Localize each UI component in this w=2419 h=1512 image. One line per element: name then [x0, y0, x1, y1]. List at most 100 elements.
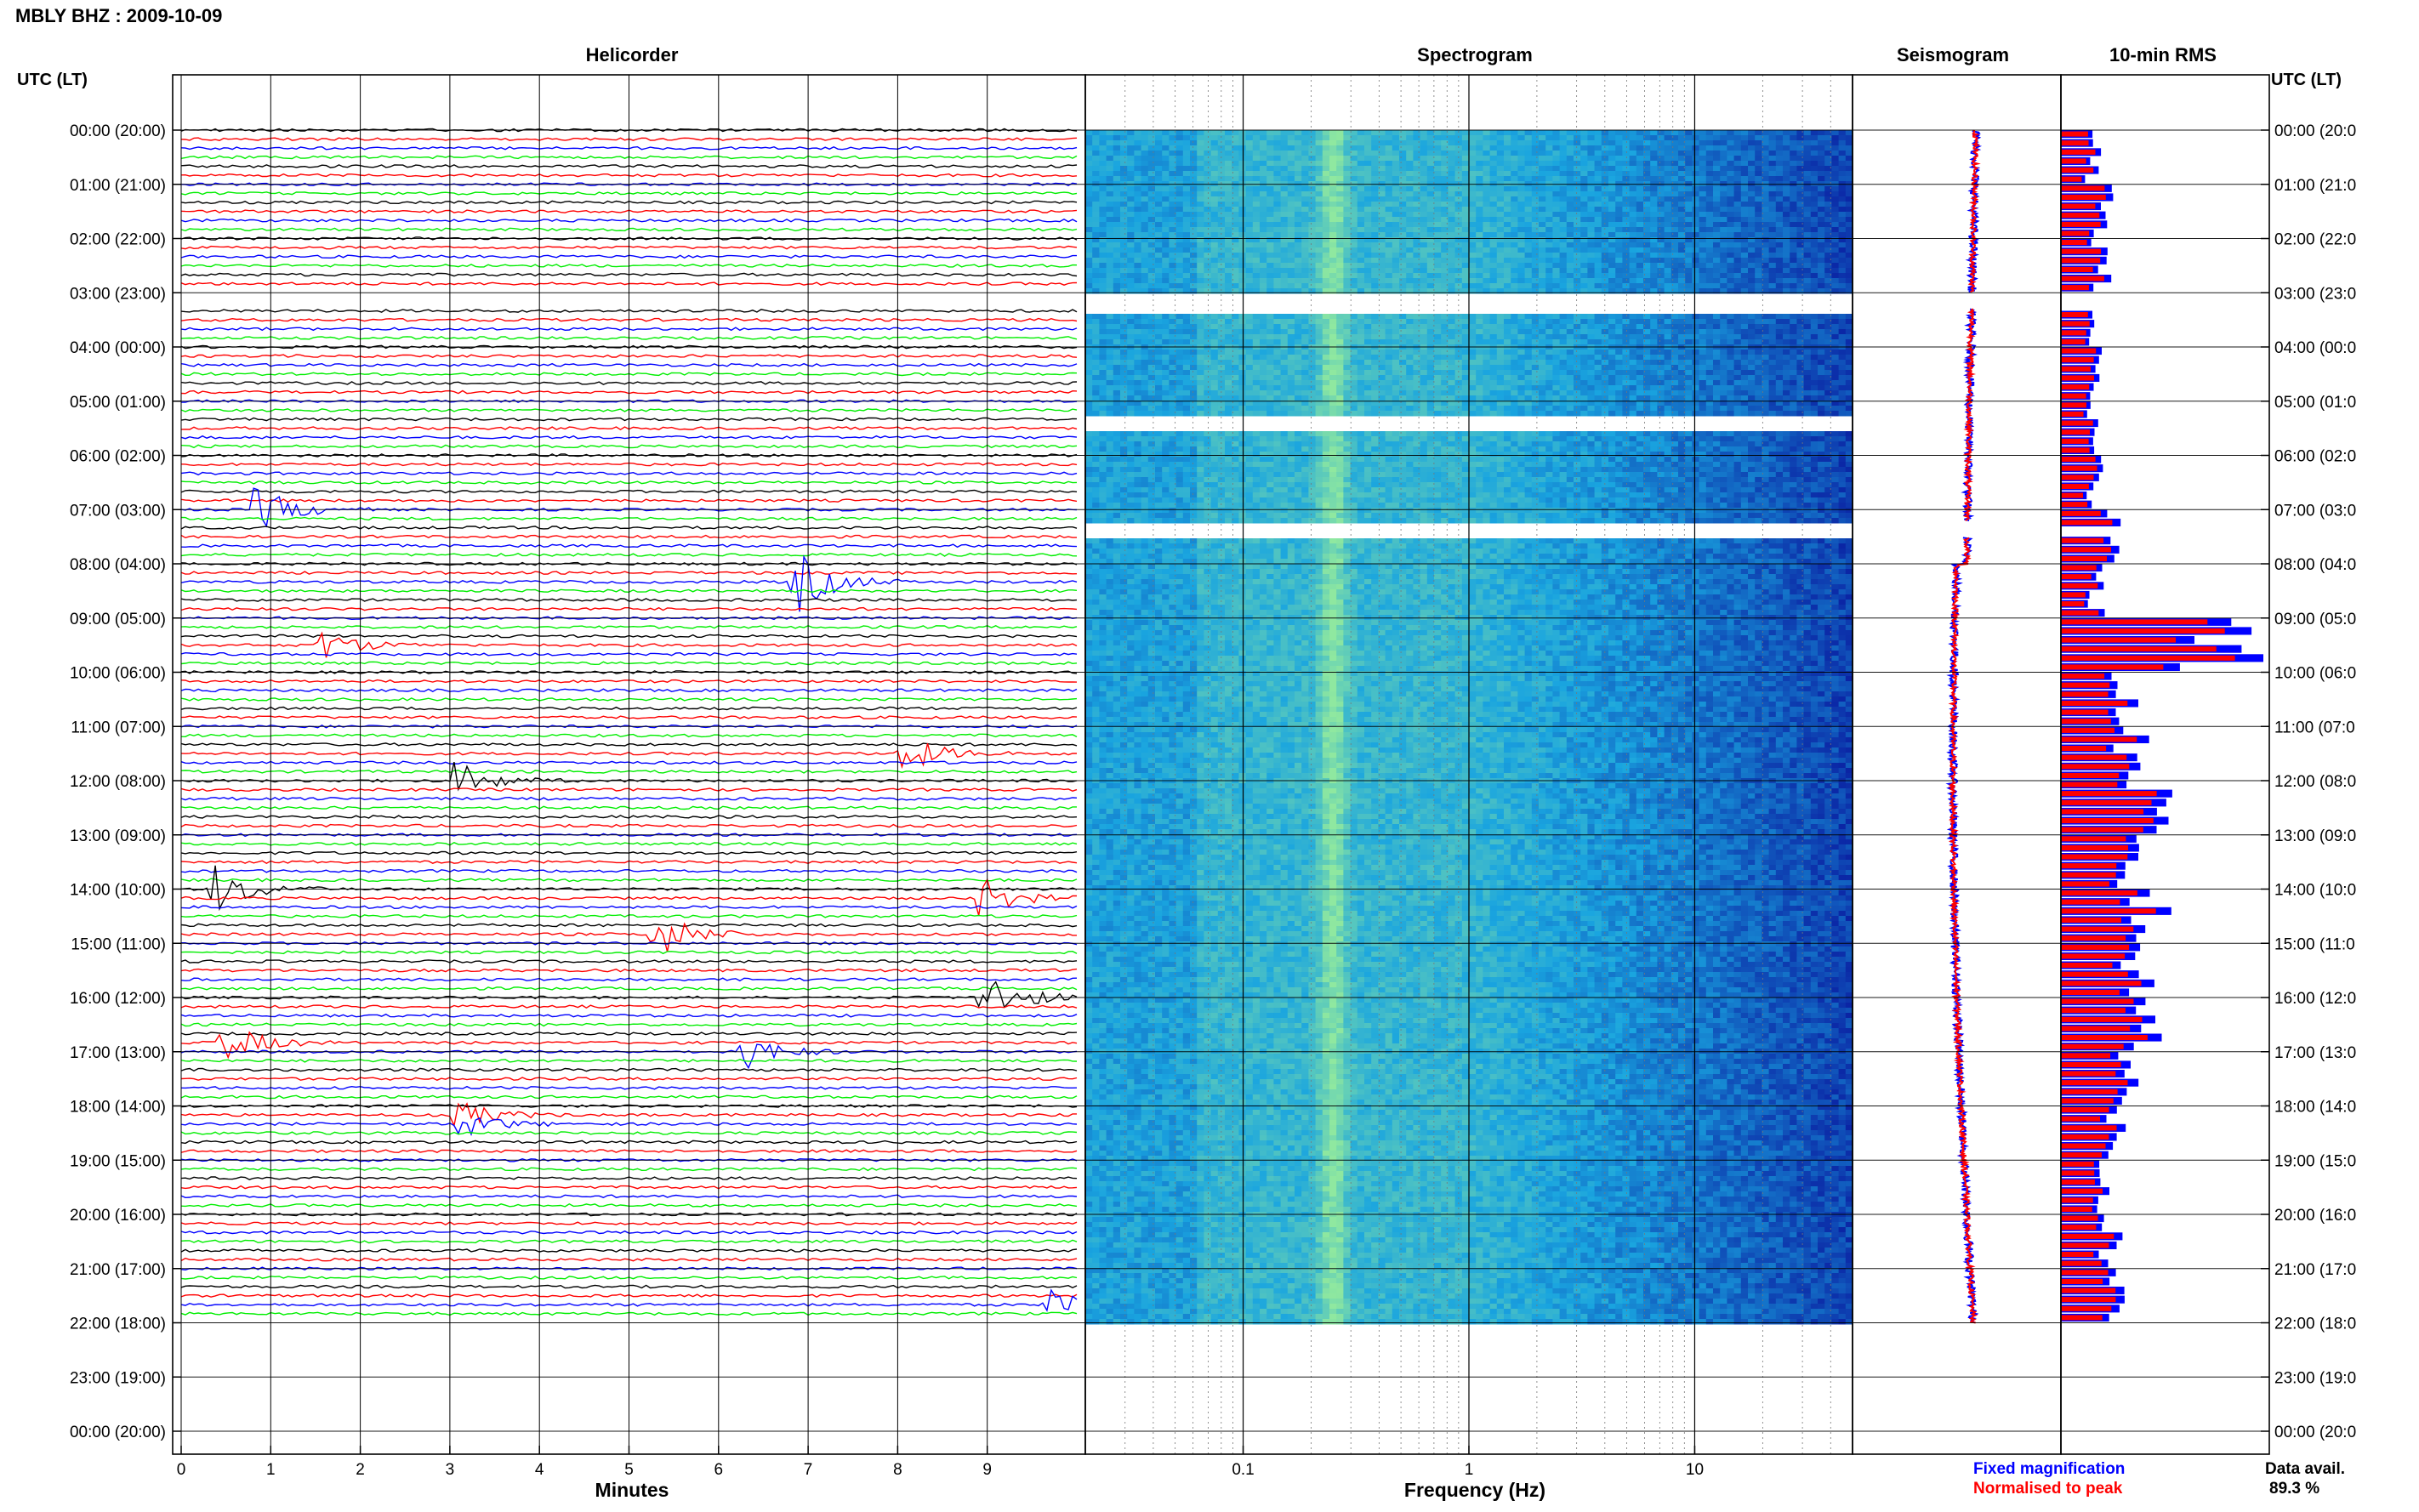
- legend-fixed-magnification: Fixed magnification: [1973, 1460, 2125, 1478]
- rms-bar-normalised: [2061, 547, 2111, 552]
- rms-bar-normalised: [2061, 863, 2116, 868]
- rms-bar-normalised: [2061, 267, 2093, 272]
- seismogram-title: Seismogram: [1897, 44, 2009, 65]
- rms-bar-normalised: [2061, 185, 2104, 190]
- rms-bar-normalised: [2061, 601, 2084, 606]
- rms-bar-normalised: [2061, 276, 2104, 281]
- y-tick-label-left: 00:00 (20:00): [70, 1424, 166, 1441]
- spectrogram-x-tick-label: 0.1: [1232, 1461, 1254, 1479]
- rms-bar-normalised: [2061, 773, 2119, 778]
- rms-bar-normalised: [2061, 1162, 2094, 1167]
- y-tick-label-left: 13:00 (09:00): [70, 827, 166, 845]
- rms-bar-normalised: [2061, 213, 2099, 218]
- rms-bar-normalised: [2061, 945, 2129, 950]
- rms-bar-normalised: [2061, 990, 2120, 995]
- rms-bar-normalised: [2061, 285, 2089, 290]
- rms-bar-normalised: [2061, 367, 2091, 372]
- y-tick-label-right: 23:00 (19:0: [2274, 1369, 2356, 1387]
- rms-bar-normalised: [2061, 1026, 2130, 1031]
- y-tick-label-right: 21:00 (17:0: [2274, 1261, 2356, 1279]
- rms-bar-normalised: [2061, 493, 2083, 498]
- y-tick-label-right: 00:00 (20:0: [2274, 122, 2356, 140]
- rms-bar-normalised: [2061, 674, 2104, 679]
- y-tick-label-right: 20:00 (16:0: [2274, 1207, 2356, 1225]
- spectrogram-x-tick-label: 10: [1686, 1461, 1704, 1479]
- y-tick-label-right: 15:00 (11:0: [2274, 935, 2355, 953]
- rms-bar-normalised: [2061, 240, 2087, 245]
- y-tick-label-right: 02:00 (22:0: [2274, 231, 2356, 249]
- spectrogram-title: Spectrogram: [1417, 44, 1533, 65]
- rms-bar-normalised: [2061, 1053, 2110, 1058]
- rms-bar-normalised: [2061, 728, 2114, 733]
- rms-bar-normalised: [2061, 150, 2096, 155]
- rms-bar-normalised: [2061, 222, 2101, 227]
- rms-bar-normalised: [2061, 1225, 2096, 1230]
- y-tick-label-left: 04:00 (00:00): [70, 339, 166, 357]
- rms-bar-normalised: [2061, 249, 2101, 254]
- rms-bar-normalised: [2061, 230, 2089, 236]
- rms-bar-normalised: [2061, 447, 2090, 452]
- y-tick-label-right: 14:00 (10:0: [2274, 882, 2356, 900]
- y-tick-label-right: 11:00 (07:0: [2274, 719, 2355, 736]
- rms-bar-normalised: [2061, 1297, 2115, 1302]
- rms-bar-normalised: [2061, 1044, 2124, 1049]
- rms-bar-normalised: [2061, 683, 2109, 688]
- rms-bar-normalised: [2061, 466, 2097, 471]
- rms-bar-normalised: [2061, 782, 2117, 787]
- rms-bar-normalised: [2061, 592, 2086, 597]
- y-tick-label-left: 00:00 (20:00): [70, 122, 166, 140]
- rms-bar-normalised: [2061, 258, 2100, 263]
- rms-bar-normalised: [2061, 1170, 2094, 1175]
- y-tick-label-right: 05:00 (01:0: [2274, 394, 2356, 412]
- rms-bar-normalised: [2061, 1288, 2115, 1293]
- y-tick-label-left: 12:00 (08:00): [70, 773, 166, 791]
- y-tick-label-left: 17:00 (13:00): [70, 1044, 166, 1062]
- rms-bar-normalised: [2061, 421, 2093, 426]
- rms-bar-normalised: [2061, 312, 2088, 317]
- right-time-header: UTC (LT): [2271, 71, 2342, 89]
- helicorder-title: Helicorder: [586, 44, 679, 65]
- rms-bar-normalised: [2061, 357, 2094, 362]
- data-avail-label: Data avail.: [2265, 1460, 2345, 1478]
- rms-bar-normalised: [2061, 538, 2103, 543]
- rms-bar-normalised: [2061, 908, 2156, 913]
- rms-bar-normalised: [2061, 755, 2126, 760]
- rms-bar-normalised: [2061, 1035, 2148, 1040]
- y-tick-label-right: 16:00 (12:0: [2274, 990, 2356, 1008]
- rms-bar-normalised: [2061, 1234, 2114, 1239]
- rms-bar-normalised: [2061, 927, 2133, 932]
- rms-bar-normalised: [2061, 1071, 2115, 1077]
- station-title: MBLY BHZ : 2009-10-09: [15, 5, 222, 26]
- rms-bar-normalised: [2061, 1197, 2093, 1202]
- rms-bar-normalised: [2061, 349, 2096, 354]
- rms-bar-normalised: [2061, 1134, 2109, 1140]
- rms-bar-normalised: [2061, 873, 2116, 878]
- y-tick-label-left: 06:00 (02:00): [70, 448, 166, 466]
- helicorder-x-tick-label: 9: [982, 1461, 992, 1479]
- rms-bar-normalised: [2061, 566, 2097, 571]
- legend-normalised-to-peak: Normalised to peak: [1973, 1480, 2123, 1498]
- rms-bar-normalised: [2061, 656, 2235, 661]
- rms-bar-normalised: [2061, 628, 2225, 634]
- rms-bar-normalised: [2061, 321, 2090, 327]
- rms-bar-normalised: [2061, 881, 2109, 886]
- rms-bar-normalised: [2061, 845, 2128, 850]
- y-tick-label-right: 12:00 (08:0: [2274, 773, 2356, 791]
- y-tick-label-left: 18:00 (14:00): [70, 1099, 166, 1117]
- rms-bar-normalised: [2061, 818, 2154, 823]
- rms-bar-normalised: [2061, 890, 2137, 895]
- rms-bar-normalised: [2061, 484, 2089, 489]
- rms-bar-normalised: [2061, 1315, 2103, 1320]
- rms-bar-normalised: [2061, 1017, 2143, 1022]
- rms-bar-normalised: [2061, 394, 2086, 399]
- rms-bar-normalised: [2061, 619, 2207, 624]
- spectrogram-x-tick-label: 1: [1465, 1461, 1474, 1479]
- rms-bar-normalised: [2061, 583, 2097, 588]
- y-tick-label-left: 09:00 (05:00): [70, 611, 166, 628]
- rms-bar-normalised: [2061, 375, 2094, 380]
- y-tick-label-left: 21:00 (17:00): [70, 1261, 166, 1279]
- rms-bar-normalised: [2061, 1062, 2121, 1067]
- rms-bar-normalised: [2061, 439, 2089, 444]
- helicorder-x-tick-label: 0: [177, 1461, 186, 1479]
- y-tick-label-left: 02:00 (22:00): [70, 231, 166, 249]
